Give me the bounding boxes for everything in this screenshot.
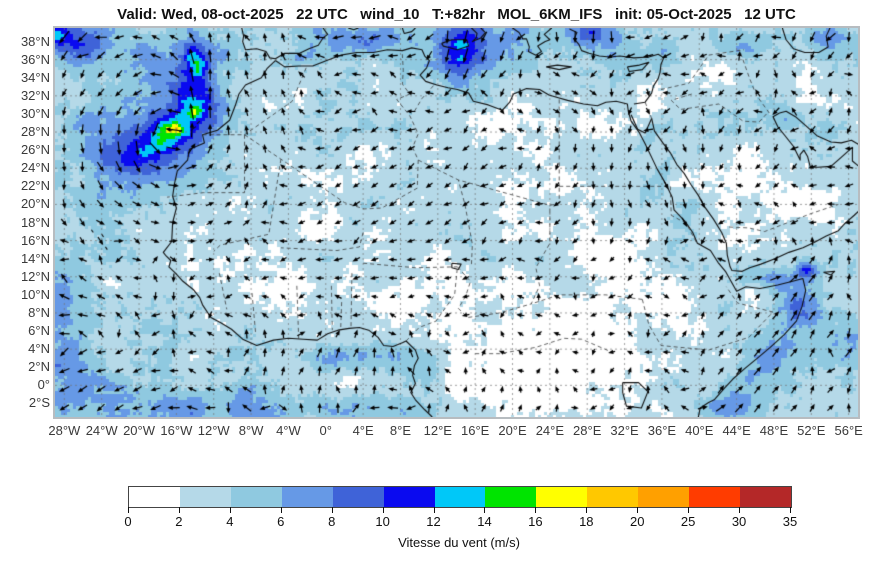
- y-tick-label: 0°: [37, 377, 50, 393]
- colorbar-tick-label: 0: [124, 514, 132, 529]
- x-tick-label: 4°E: [352, 423, 374, 438]
- colorbar-tick-label: 30: [731, 514, 747, 529]
- x-tick-label: 32°E: [610, 423, 639, 438]
- x-tick-label: 52°E: [797, 423, 826, 438]
- x-tick-label: 8°E: [389, 423, 412, 438]
- colorbar-tick: [739, 507, 741, 513]
- x-tick-label: 40°E: [685, 423, 714, 438]
- colorbar-tick: [790, 507, 791, 513]
- colorbar-tick: [382, 507, 384, 513]
- x-tick-label: 12°W: [197, 423, 230, 438]
- colorbar-tick-label: 2: [175, 514, 183, 529]
- colorbar-tick: [229, 507, 231, 513]
- y-tick-label: 30°N: [20, 105, 50, 121]
- y-tick-label: 14°N: [20, 250, 50, 266]
- y-tick-label: 38°N: [20, 33, 50, 49]
- x-tick-label: 24°W: [85, 423, 118, 438]
- colorbar-tick-label: 6: [277, 514, 285, 529]
- x-tick-label: 20°W: [123, 423, 155, 438]
- x-tick-label: 48°E: [759, 423, 789, 438]
- x-tick-label: 24°E: [535, 423, 565, 438]
- x-tick-label: 28°W: [48, 423, 81, 438]
- colorbar-segment: [485, 487, 537, 507]
- x-tick-label: 28°E: [573, 423, 602, 438]
- chart-title: Valid: Wed, 08-oct-2025 22 UTC wind_10 T…: [117, 6, 796, 23]
- colorbar-segment: [689, 487, 741, 507]
- colorbar-segment: [587, 487, 639, 507]
- colorbar-tick: [484, 507, 486, 513]
- colorbar-tick: [535, 507, 537, 513]
- x-tick-label: 36°E: [647, 423, 677, 438]
- y-tick-label: 10°N: [20, 286, 50, 302]
- colorbar-tick-label: 4: [226, 514, 234, 529]
- colorbar-segment: [434, 487, 486, 507]
- colorbar-segment: [383, 487, 435, 507]
- y-tick-label: 28°N: [20, 124, 50, 140]
- colorbar-segment: [129, 487, 180, 507]
- colorbar-tick: [178, 507, 180, 513]
- colorbar-segment: [230, 487, 282, 507]
- colorbar-tick-label: 14: [477, 514, 492, 529]
- colorbar-segment: [332, 487, 384, 507]
- colorbar-segment: [740, 487, 791, 507]
- colorbar-tick: [280, 507, 282, 513]
- y-tick-label: 24°N: [20, 160, 50, 176]
- colorbar-segment: [281, 487, 333, 507]
- x-tick-label: 16°W: [160, 423, 193, 438]
- colorbar-tick-label: 16: [528, 514, 543, 529]
- x-tick-label: 16°E: [461, 423, 490, 438]
- colorbar-tick: [637, 507, 639, 513]
- y-tick-label: 20°N: [20, 196, 50, 212]
- y-tick-label: 2°N: [28, 359, 50, 375]
- x-tick-label: 20°E: [498, 423, 527, 438]
- colorbar-tick-label: 35: [782, 514, 798, 529]
- y-tick-label: 32°N: [20, 87, 50, 103]
- colorbar-tick-label: 12: [426, 514, 441, 529]
- y-tick-label: 12°N: [20, 268, 50, 284]
- x-tick-label: 12°E: [423, 423, 452, 438]
- y-tick-label: 4°N: [28, 341, 50, 357]
- colorbar-segment: [638, 487, 690, 507]
- colorbar-tick-label: 8: [328, 514, 336, 529]
- colorbar-tick-label: 20: [629, 514, 645, 529]
- wind-map-canvas: [55, 28, 858, 417]
- colorbar-tick: [128, 507, 129, 513]
- x-tick-label: 0°: [319, 423, 332, 438]
- colorbar-tick: [331, 507, 333, 513]
- colorbar-tick-label: 10: [375, 514, 390, 529]
- colorbar-tick: [586, 507, 588, 513]
- y-tick-label: 18°N: [20, 214, 50, 230]
- x-tick-label: 4°W: [276, 423, 301, 438]
- colorbar-caption: Vitesse du vent (m/s): [398, 535, 520, 550]
- y-tick-label: 8°N: [28, 304, 50, 320]
- map-plot-area: [53, 26, 860, 419]
- colorbar: [128, 486, 792, 508]
- x-tick-label: 56°E: [834, 423, 863, 438]
- colorbar-segment: [179, 487, 231, 507]
- colorbar-tick-label: 18: [579, 514, 594, 529]
- y-tick-label: 26°N: [20, 142, 50, 158]
- y-tick-label: 16°N: [20, 232, 50, 248]
- x-tick-label: 8°W: [238, 423, 264, 438]
- y-tick-label: 36°N: [20, 51, 50, 67]
- y-tick-label: 2°S: [28, 395, 50, 411]
- colorbar-segment: [536, 487, 588, 507]
- colorbar-tick-label: 25: [680, 514, 696, 529]
- colorbar-tick: [433, 507, 435, 513]
- y-tick-label: 34°N: [20, 69, 50, 85]
- y-tick-label: 22°N: [20, 178, 50, 194]
- y-tick-label: 6°N: [28, 323, 50, 339]
- colorbar-tick: [688, 507, 690, 513]
- x-tick-label: 44°E: [722, 423, 751, 438]
